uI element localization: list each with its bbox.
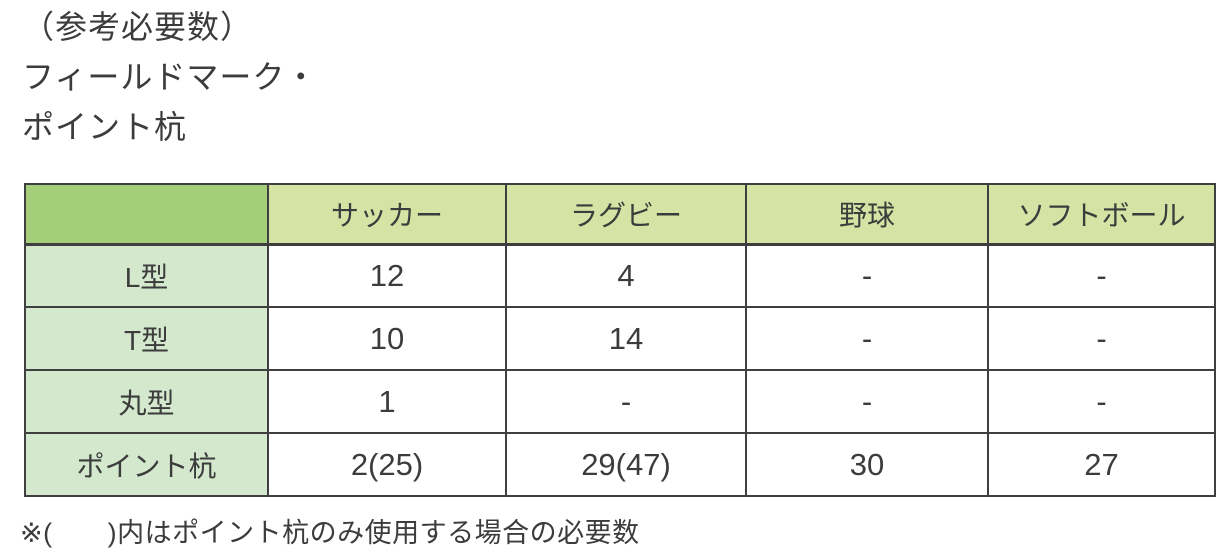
column-header-baseball: 野球 [745,183,989,246]
column-header-softball: ソフトボール [987,183,1216,246]
corner-cell [24,183,269,246]
table-cell: - [745,243,989,308]
title-line-point-stake: ポイント杭 [22,109,188,145]
table-header-row: サッカー ラグビー 野球 ソフトボール [24,183,1216,246]
title-line-field-mark: フィールドマーク・ [22,59,318,95]
table-cell: - [987,306,1216,371]
column-header-rugby: ラグビー [505,183,747,246]
table-cell: - [505,369,747,434]
row-header-round-type: 丸型 [24,369,269,434]
table-cell: 4 [505,243,747,308]
title-line-reference-count: （参考必要数） [22,9,254,45]
row-header-l-type: L型 [24,243,269,308]
table-cell: 10 [267,306,507,371]
table-cell: 12 [267,243,507,308]
page-title: （参考必要数） フィールドマーク・ ポイント杭 [22,2,318,152]
table-cell: 27 [987,432,1216,497]
table-cell: - [987,369,1216,434]
table-row-round-type: 丸型 1 - - - [24,369,1216,434]
table-cell: 2(25) [267,432,507,497]
footnote: ※( )内はポイント杭のみ使用する場合の必要数 [20,518,640,548]
table-cell: - [745,369,989,434]
required-quantity-table: サッカー ラグビー 野球 ソフトボール L型 12 4 - - T型 10 14… [24,183,1216,497]
table-cell: 30 [745,432,989,497]
row-header-t-type: T型 [24,306,269,371]
table-cell: - [745,306,989,371]
table-row-t-type: T型 10 14 - - [24,306,1216,371]
table-row-l-type: L型 12 4 - - [24,243,1216,308]
table-row-point-stake: ポイント杭 2(25) 29(47) 30 27 [24,432,1216,497]
row-header-point-stake: ポイント杭 [24,432,269,497]
column-header-soccer: サッカー [267,183,507,246]
table-cell: - [987,243,1216,308]
table-cell: 1 [267,369,507,434]
table-cell: 29(47) [505,432,747,497]
table-cell: 14 [505,306,747,371]
